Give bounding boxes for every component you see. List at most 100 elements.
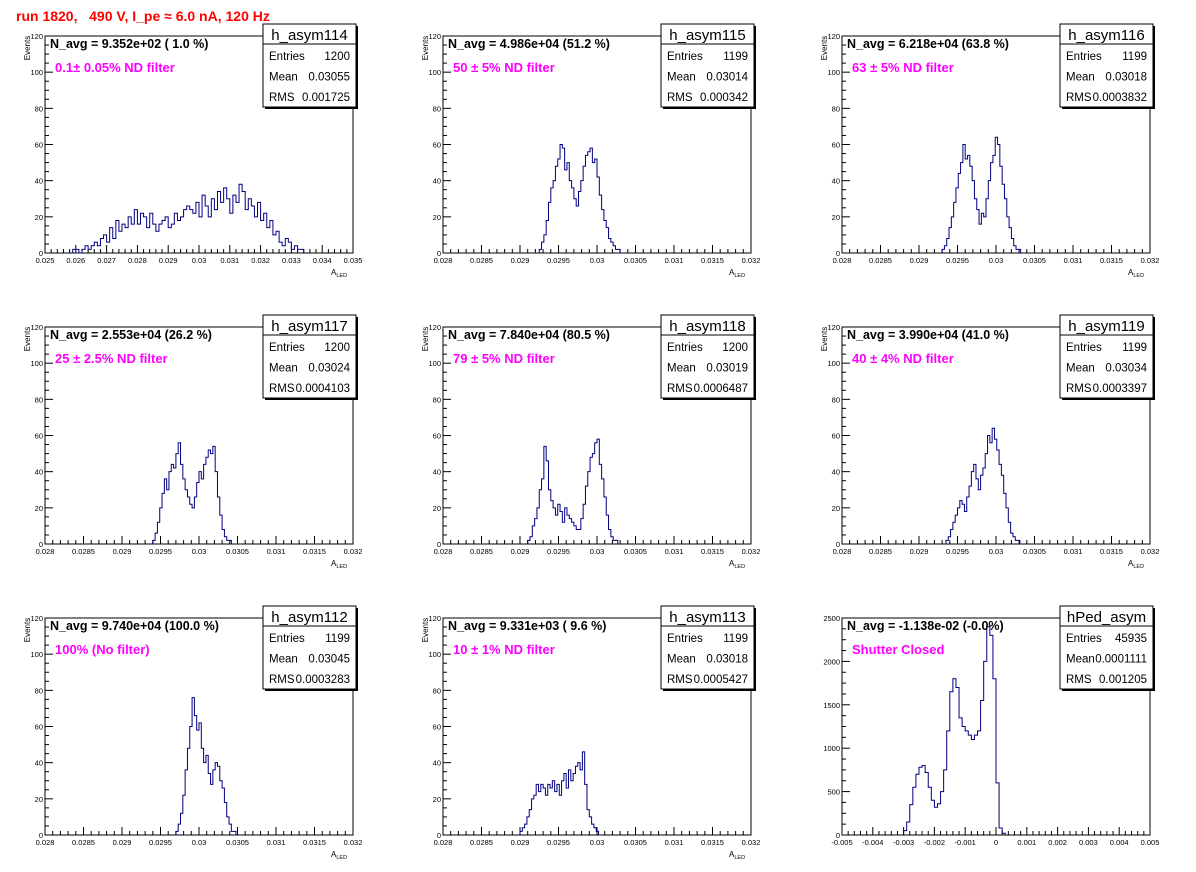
filter-annotation: 50 ± 5% ND filter [453, 60, 555, 75]
x-tick-label: 0.029 [113, 838, 132, 847]
stats-value-rms: 0.001725 [302, 92, 350, 104]
histogram-name: h_asym115 [669, 27, 745, 44]
y-tick-label: 100 [428, 68, 441, 77]
stats-value-mean: 0.0001111 [1095, 654, 1147, 666]
stats-label-rms: RMS [667, 383, 693, 395]
stats-value-entries: 1199 [723, 633, 748, 645]
stats-label-entries: Entries [269, 633, 305, 645]
histogram-panel-h_asym119: 0.028 0.0285 0.029 0.0295 0.03 0.0305 0.031 0.0… [820, 314, 1159, 570]
x-tick-label: 0.028 [128, 256, 147, 265]
y-tick-label: 20 [433, 504, 441, 513]
y-tick-label: 500 [827, 788, 840, 797]
y-tick-label: 0 [437, 540, 441, 549]
run-title: run 1820, 490 V, I_pe ≈ 6.0 nA, 120 Hz [16, 8, 270, 24]
histogram-panel-h_asym112: 0.028 0.0285 0.029 0.0295 0.03 0.0305 0.031 0.0… [23, 605, 362, 861]
y-tick-label: 80 [35, 686, 43, 695]
y-tick-label: 0 [437, 831, 441, 840]
y-tick-label: 20 [832, 504, 840, 513]
x-tick-label: 0.0285 [470, 838, 493, 847]
histogram-name: h_asym116 [1068, 27, 1144, 44]
x-tick-label: 0.034 [313, 256, 332, 265]
histogram-line [538, 144, 621, 253]
y-tick-label: 60 [832, 432, 840, 441]
stats-box [1059, 23, 1154, 108]
x-tick-label: 0.031 [665, 547, 684, 556]
stats-label-mean: Mean [667, 72, 696, 84]
stats-label-entries: Entries [667, 342, 703, 354]
stats-value-rms: 0.0003283 [296, 674, 350, 686]
stats-value-rms: 0.0005427 [694, 674, 748, 686]
y-tick-label: 40 [433, 759, 441, 768]
stats-value-entries: 1200 [324, 342, 350, 354]
stats-label-entries: Entries [1066, 51, 1102, 63]
stats-box [262, 605, 357, 690]
stats-value-mean: 0.03018 [1105, 72, 1147, 84]
x-tick-label: 0.032 [251, 256, 270, 265]
stats-label-entries: Entries [269, 51, 305, 63]
y-tick-label: 120 [30, 32, 43, 41]
y-tick-label: 0 [39, 249, 43, 258]
x-tick-label: -0.005 [831, 838, 852, 847]
histogram-panel-h_asym118: 0.028 0.0285 0.029 0.0295 0.03 0.0305 0.031 0.0… [421, 314, 761, 570]
histogram-panel-h_asym116: 0.028 0.0285 0.029 0.0295 0.03 0.0305 0.031 0.0… [820, 23, 1159, 279]
histogram-name: h_asym118 [669, 318, 745, 335]
n-avg-summary: N_avg = 3.990e+04 (41.0 %) [847, 328, 1009, 342]
y-tick-label: 0 [39, 540, 43, 549]
x-axis-title: ALED [729, 850, 745, 861]
stats-label-mean: Mean [667, 654, 696, 666]
y-tick-label: 0 [836, 249, 840, 258]
histogram-line [945, 427, 1021, 544]
y-tick-label: 80 [832, 395, 840, 404]
x-tick-label: 0.03 [192, 838, 207, 847]
x-tick-label: 0.001 [1017, 838, 1036, 847]
x-tick-label: 0.028 [36, 838, 55, 847]
stats-value-mean: 0.03018 [706, 654, 748, 666]
stats-value-mean: 0.03014 [706, 72, 748, 84]
x-tick-label: 0.0315 [303, 547, 326, 556]
x-tick-label: 0.032 [344, 547, 363, 556]
stats-label-entries: Entries [1066, 342, 1102, 354]
y-tick-label: 120 [30, 323, 43, 332]
x-tick-label: 0.0315 [701, 256, 724, 265]
x-tick-label: 0.032 [742, 547, 761, 556]
y-tick-label: 20 [433, 213, 441, 222]
stats-label-entries: Entries [667, 51, 703, 63]
x-tick-label: 0.033 [282, 256, 301, 265]
x-tick-label: 0.0285 [869, 256, 892, 265]
y-tick-label: 60 [433, 141, 441, 150]
y-tick-label: 80 [832, 104, 840, 113]
x-tick-label: 0.028 [434, 256, 453, 265]
stats-box [1059, 605, 1154, 690]
y-tick-label: 120 [30, 614, 43, 623]
stats-box [660, 605, 755, 690]
x-tick-label: 0.031 [267, 547, 286, 556]
y-tick-label: 120 [827, 323, 840, 332]
y-tick-label: 100 [30, 68, 43, 77]
y-tick-label: 2500 [823, 614, 840, 623]
x-tick-label: 0.0315 [701, 547, 724, 556]
histogram-name: h_asym119 [1068, 318, 1144, 335]
stats-box [660, 314, 755, 399]
y-tick-label: 20 [35, 795, 43, 804]
y-tick-label: 60 [433, 432, 441, 441]
histogram-line [903, 626, 1006, 835]
stats-box [262, 23, 357, 108]
n-avg-summary: N_avg = 9.352e+02 ( 1.0 %) [50, 37, 208, 51]
filter-annotation: Shutter Closed [852, 642, 945, 657]
filter-annotation: 40 ± 4% ND filter [852, 351, 954, 366]
x-tick-label: 0.0295 [149, 547, 172, 556]
x-tick-label: 0.031 [220, 256, 239, 265]
y-tick-label: 20 [832, 213, 840, 222]
stats-value-rms: 0.001205 [1099, 674, 1147, 686]
stats-value-rms: 0.0003397 [1093, 383, 1147, 395]
x-tick-label: 0.0305 [624, 838, 647, 847]
x-tick-label: -0.003 [893, 838, 914, 847]
histogram-panel-h_asym117: 0.028 0.0285 0.029 0.0295 0.03 0.0305 0.031 0.0… [23, 314, 363, 570]
stats-value-entries: 1200 [324, 51, 350, 63]
stats-label-rms: RMS [269, 383, 295, 395]
y-tick-label: 0 [437, 249, 441, 258]
x-tick-label: 0.031 [665, 838, 684, 847]
n-avg-summary: N_avg = 9.331e+03 ( 9.6 %) [448, 619, 606, 633]
stats-label-rms: RMS [1066, 674, 1092, 686]
